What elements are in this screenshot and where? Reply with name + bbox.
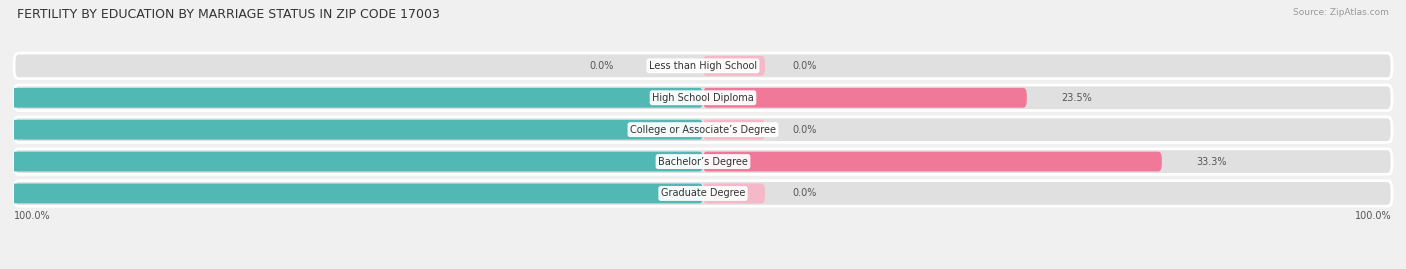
Text: 100.0%: 100.0% xyxy=(1355,211,1392,221)
Text: Bachelor’s Degree: Bachelor’s Degree xyxy=(658,157,748,167)
Text: 0.0%: 0.0% xyxy=(793,61,817,71)
FancyBboxPatch shape xyxy=(703,183,765,203)
FancyBboxPatch shape xyxy=(0,88,703,108)
FancyBboxPatch shape xyxy=(703,88,1026,108)
FancyBboxPatch shape xyxy=(703,120,765,140)
FancyBboxPatch shape xyxy=(703,152,1161,171)
Text: 0.0%: 0.0% xyxy=(589,61,613,71)
Text: College or Associate’s Degree: College or Associate’s Degree xyxy=(630,125,776,135)
FancyBboxPatch shape xyxy=(14,85,1392,111)
FancyBboxPatch shape xyxy=(14,181,1392,206)
Text: Graduate Degree: Graduate Degree xyxy=(661,189,745,199)
Text: 0.0%: 0.0% xyxy=(793,125,817,135)
FancyBboxPatch shape xyxy=(0,152,703,171)
FancyBboxPatch shape xyxy=(0,183,703,203)
Text: Source: ZipAtlas.com: Source: ZipAtlas.com xyxy=(1294,8,1389,17)
FancyBboxPatch shape xyxy=(0,120,703,140)
FancyBboxPatch shape xyxy=(14,117,1392,142)
Text: Less than High School: Less than High School xyxy=(650,61,756,71)
Text: 23.5%: 23.5% xyxy=(1062,93,1092,103)
Text: 100.0%: 100.0% xyxy=(14,211,51,221)
Text: 33.3%: 33.3% xyxy=(1197,157,1227,167)
FancyBboxPatch shape xyxy=(14,149,1392,174)
FancyBboxPatch shape xyxy=(703,56,765,76)
Text: High School Diploma: High School Diploma xyxy=(652,93,754,103)
FancyBboxPatch shape xyxy=(14,53,1392,79)
Text: 0.0%: 0.0% xyxy=(793,189,817,199)
Text: FERTILITY BY EDUCATION BY MARRIAGE STATUS IN ZIP CODE 17003: FERTILITY BY EDUCATION BY MARRIAGE STATU… xyxy=(17,8,440,21)
